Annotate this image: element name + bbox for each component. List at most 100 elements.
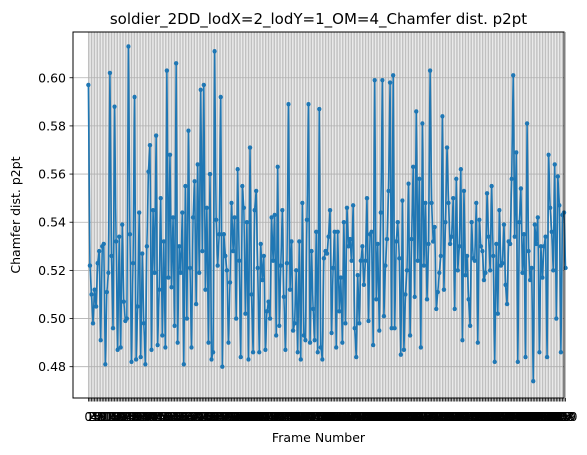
x-tick-label: 34 <box>133 409 149 424</box>
x-tick-label: 242 <box>449 409 473 424</box>
data-point <box>218 94 223 100</box>
x-tick-label: 8 <box>97 409 105 424</box>
data-point <box>324 251 330 256</box>
x-tick-label: 282 <box>511 409 535 424</box>
x-tick-label: 196 <box>378 409 402 424</box>
data-point <box>310 306 316 312</box>
x-tick-label: 256 <box>470 409 494 424</box>
x-tick-label: 278 <box>504 409 528 424</box>
x-tick-label: 201 <box>386 409 410 424</box>
data-point <box>255 265 260 271</box>
data-point <box>400 198 405 203</box>
data-point <box>475 340 481 345</box>
data-point <box>529 265 534 271</box>
data-point <box>361 282 367 288</box>
data-point <box>96 248 102 254</box>
x-tick-label: 171 <box>340 409 364 424</box>
data-point <box>532 222 537 227</box>
x-tick-label: 305 <box>546 409 570 424</box>
x-tick-label: 140 <box>292 409 316 424</box>
data-point <box>263 347 268 353</box>
x-tick-label: 79 <box>202 409 218 424</box>
data-point <box>421 263 427 268</box>
x-tick-label: 81 <box>205 409 221 424</box>
data-point <box>289 239 294 244</box>
x-tick-label: 62 <box>176 409 192 424</box>
data-point <box>104 289 110 295</box>
x-tick-label: 257 <box>472 409 496 424</box>
data-point <box>163 345 168 350</box>
data-point <box>492 359 497 365</box>
data-point <box>415 258 420 263</box>
x-tick-label: 45 <box>150 409 166 424</box>
data-point <box>341 220 347 225</box>
y-axis-label: Chamfer dist. p2pt <box>8 156 23 273</box>
data-point <box>534 241 539 247</box>
x-tick-label: 104 <box>237 409 261 424</box>
data-point <box>275 164 280 170</box>
data-point <box>461 188 467 194</box>
data-point <box>283 347 288 353</box>
x-tick-label: 11 <box>97 409 113 424</box>
x-tick-label: 120 <box>261 409 285 424</box>
data-point <box>558 350 564 355</box>
data-point <box>543 234 548 239</box>
x-tick-label: 16 <box>105 409 121 424</box>
data-point <box>540 275 545 280</box>
x-tick-label: 280 <box>507 409 531 424</box>
data-point <box>184 316 190 321</box>
data-point <box>232 215 237 220</box>
data-point <box>521 232 527 237</box>
x-tick-label: 303 <box>543 409 567 424</box>
x-tick-label: 138 <box>289 409 313 424</box>
y-tick-label: 0.50 <box>38 311 66 326</box>
data-point <box>352 325 357 331</box>
data-point <box>178 270 183 275</box>
x-tick-label: 124 <box>267 409 291 424</box>
x-tick-label: 176 <box>347 409 371 424</box>
x-tick-label: 44 <box>148 409 164 424</box>
x-tick-label: 132 <box>280 409 304 424</box>
x-tick-label: 245 <box>454 409 478 424</box>
x-tick-label: 189 <box>367 409 391 424</box>
x-tick-label: 240 <box>446 409 470 424</box>
data-point <box>424 297 430 302</box>
data-point <box>217 232 222 237</box>
data-point <box>449 234 454 239</box>
x-tick-label: 255 <box>469 409 493 424</box>
data-point <box>115 347 120 353</box>
x-tick-label: 216 <box>409 409 433 424</box>
y-tick-label: 0.58 <box>38 118 66 133</box>
x-tick-label: 281 <box>509 409 533 424</box>
x-tick-label: 158 <box>320 409 344 424</box>
x-tick-label: 288 <box>520 409 544 424</box>
x-tick-label: 65 <box>180 409 196 424</box>
x-tick-label: 295 <box>531 409 555 424</box>
x-tick-label: 153 <box>312 409 336 424</box>
data-point <box>101 241 106 247</box>
x-tick-label: 302 <box>541 409 565 424</box>
data-point <box>458 167 464 172</box>
x-tick-label: 136 <box>286 409 310 424</box>
data-point <box>116 234 122 239</box>
data-point <box>312 338 317 343</box>
data-point <box>169 285 174 290</box>
data-point <box>195 162 200 167</box>
x-tick-label: 5 <box>92 409 100 424</box>
x-tick-label: 87 <box>214 409 230 424</box>
data-point <box>124 316 130 321</box>
x-tick-label: 91 <box>221 409 237 424</box>
data-point <box>355 273 360 278</box>
data-point <box>203 287 208 292</box>
data-point <box>549 229 554 235</box>
x-tick-label: 105 <box>238 409 262 424</box>
x-tick-label: 22 <box>114 409 130 424</box>
x-tick-label: 269 <box>491 409 515 424</box>
x-tick-label: 6 <box>94 409 102 424</box>
y-tick-label: 0.60 <box>38 70 66 85</box>
x-tick-label: 167 <box>334 409 358 424</box>
data-point <box>321 256 327 261</box>
data-point <box>317 106 322 112</box>
x-tick-label: 294 <box>529 409 553 424</box>
